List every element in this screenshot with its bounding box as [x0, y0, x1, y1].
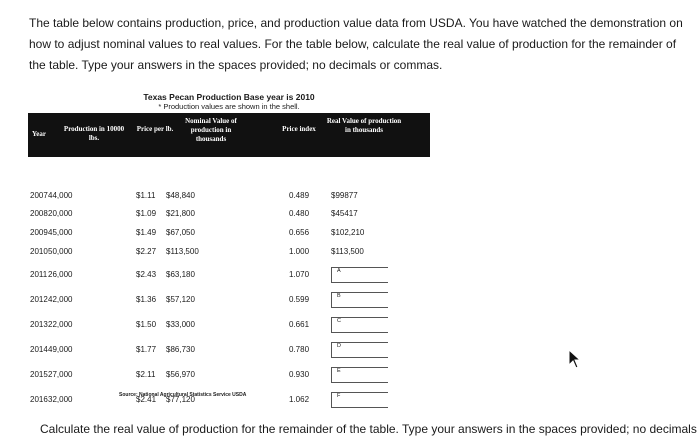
- cell-production: 32,000: [48, 395, 73, 404]
- cell-real: $102,210: [331, 228, 365, 237]
- cell-year: 2008: [30, 209, 48, 218]
- answer-label: F: [337, 393, 341, 399]
- cell-real: $113,500: [331, 247, 364, 256]
- cell-price: $2.27: [136, 247, 157, 256]
- pecan-table: Texas Pecan Production Base year is 2010…: [28, 92, 430, 408]
- cell-year: 2016: [30, 395, 48, 404]
- cell-price: $1.36: [136, 295, 157, 304]
- cell-nominal: $21,800: [166, 209, 195, 218]
- cell-price-index: 0.780: [289, 345, 310, 354]
- cell-nominal: $113,500: [166, 247, 199, 256]
- cell-price: $1.11: [136, 191, 156, 200]
- answer-input-a[interactable]: A: [331, 267, 388, 283]
- answer-label: B: [337, 293, 341, 299]
- answer-input-f[interactable]: F: [331, 392, 388, 408]
- cell-production: 22,000: [48, 320, 73, 329]
- cell-nominal: $77,120: [166, 395, 195, 404]
- header-real: Real Value of production in thousands: [326, 117, 402, 134]
- cell-price-index: 0.656: [289, 228, 310, 237]
- cell-year: 2013: [30, 320, 48, 329]
- cell-year: 2011: [30, 270, 48, 279]
- header-year: Year: [32, 130, 46, 138]
- cell-year: 2009: [30, 228, 48, 237]
- header-production: Production in 10000 lbs.: [63, 125, 125, 142]
- cell-production: 20,000: [48, 209, 73, 218]
- cell-year: 2015: [30, 370, 48, 379]
- cell-nominal: $86,730: [166, 345, 195, 354]
- cell-price: $2.43: [136, 270, 157, 279]
- cell-price: $2.11: [136, 370, 156, 379]
- cell-price: $1.77: [136, 345, 157, 354]
- cell-price-index: 0.480: [289, 209, 310, 218]
- cell-nominal: $63,180: [166, 270, 195, 279]
- cell-production: 45,000: [48, 228, 73, 237]
- cell-production: 42,000: [48, 295, 73, 304]
- answer-label: C: [337, 318, 341, 324]
- answer-input-e[interactable]: E: [331, 367, 388, 383]
- answer-label: A: [337, 268, 341, 274]
- cell-year: 2014: [30, 345, 48, 354]
- cell-nominal: $67,050: [166, 228, 195, 237]
- cell-nominal: $57,120: [166, 295, 195, 304]
- cell-price-index: 1.000: [289, 247, 310, 256]
- cell-year: 2010: [30, 247, 48, 256]
- cell-year: 2012: [30, 295, 48, 304]
- cell-production: 50,000: [48, 247, 73, 256]
- cell-production: 27,000: [48, 370, 73, 379]
- header-nominal: Nominal Value of production in thousands: [185, 117, 237, 143]
- footer-instructions: Calculate the real value of production f…: [40, 422, 697, 436]
- table-source: Source: National Agricultural Statistics…: [119, 392, 247, 398]
- cell-price-index: 0.661: [289, 320, 310, 329]
- header-price: Price per lb.: [136, 125, 174, 133]
- cell-price: $1.50: [136, 320, 157, 329]
- mouse-cursor-icon: [568, 349, 582, 369]
- header-price-index: Price index: [282, 125, 316, 133]
- instructions-line-2: how to adjust nominal values to real val…: [29, 37, 677, 51]
- cell-price-index: 0.489: [289, 191, 310, 200]
- answer-input-c[interactable]: C: [331, 317, 388, 333]
- table-subtitle: * Production values are shown in the she…: [158, 102, 300, 111]
- cell-production: 49,000: [48, 345, 73, 354]
- answer-input-b[interactable]: B: [331, 292, 388, 308]
- cell-price-index: 0.599: [289, 295, 310, 304]
- cell-price: $1.09: [136, 209, 157, 218]
- cell-price-index: 1.070: [289, 270, 310, 279]
- instructions: The table below contains production, pri…: [29, 13, 694, 76]
- answer-label: D: [337, 343, 341, 349]
- cell-year: 2007: [30, 191, 48, 200]
- cell-real: $99877: [331, 191, 358, 200]
- cell-price: $2.41: [136, 395, 157, 404]
- instructions-line-3: the table. Type your answers in the spac…: [29, 58, 443, 72]
- cell-nominal: $56,970: [166, 370, 195, 379]
- cell-real: $45417: [331, 209, 358, 218]
- instructions-line-1: The table below contains production, pri…: [29, 16, 683, 30]
- answer-label: E: [337, 368, 341, 374]
- table-title: Texas Pecan Production Base year is 2010: [143, 92, 315, 102]
- cell-price-index: 0.930: [289, 370, 310, 379]
- cell-price-index: 1.062: [289, 395, 310, 404]
- cell-nominal: $48,840: [166, 191, 195, 200]
- table-header: Year Production in 10000 lbs. Price per …: [28, 113, 430, 157]
- answer-input-d[interactable]: D: [331, 342, 388, 358]
- cell-nominal: $33,000: [166, 320, 195, 329]
- cell-production: 26,000: [48, 270, 73, 279]
- cell-price: $1.49: [136, 228, 157, 237]
- cell-production: 44,000: [48, 191, 73, 200]
